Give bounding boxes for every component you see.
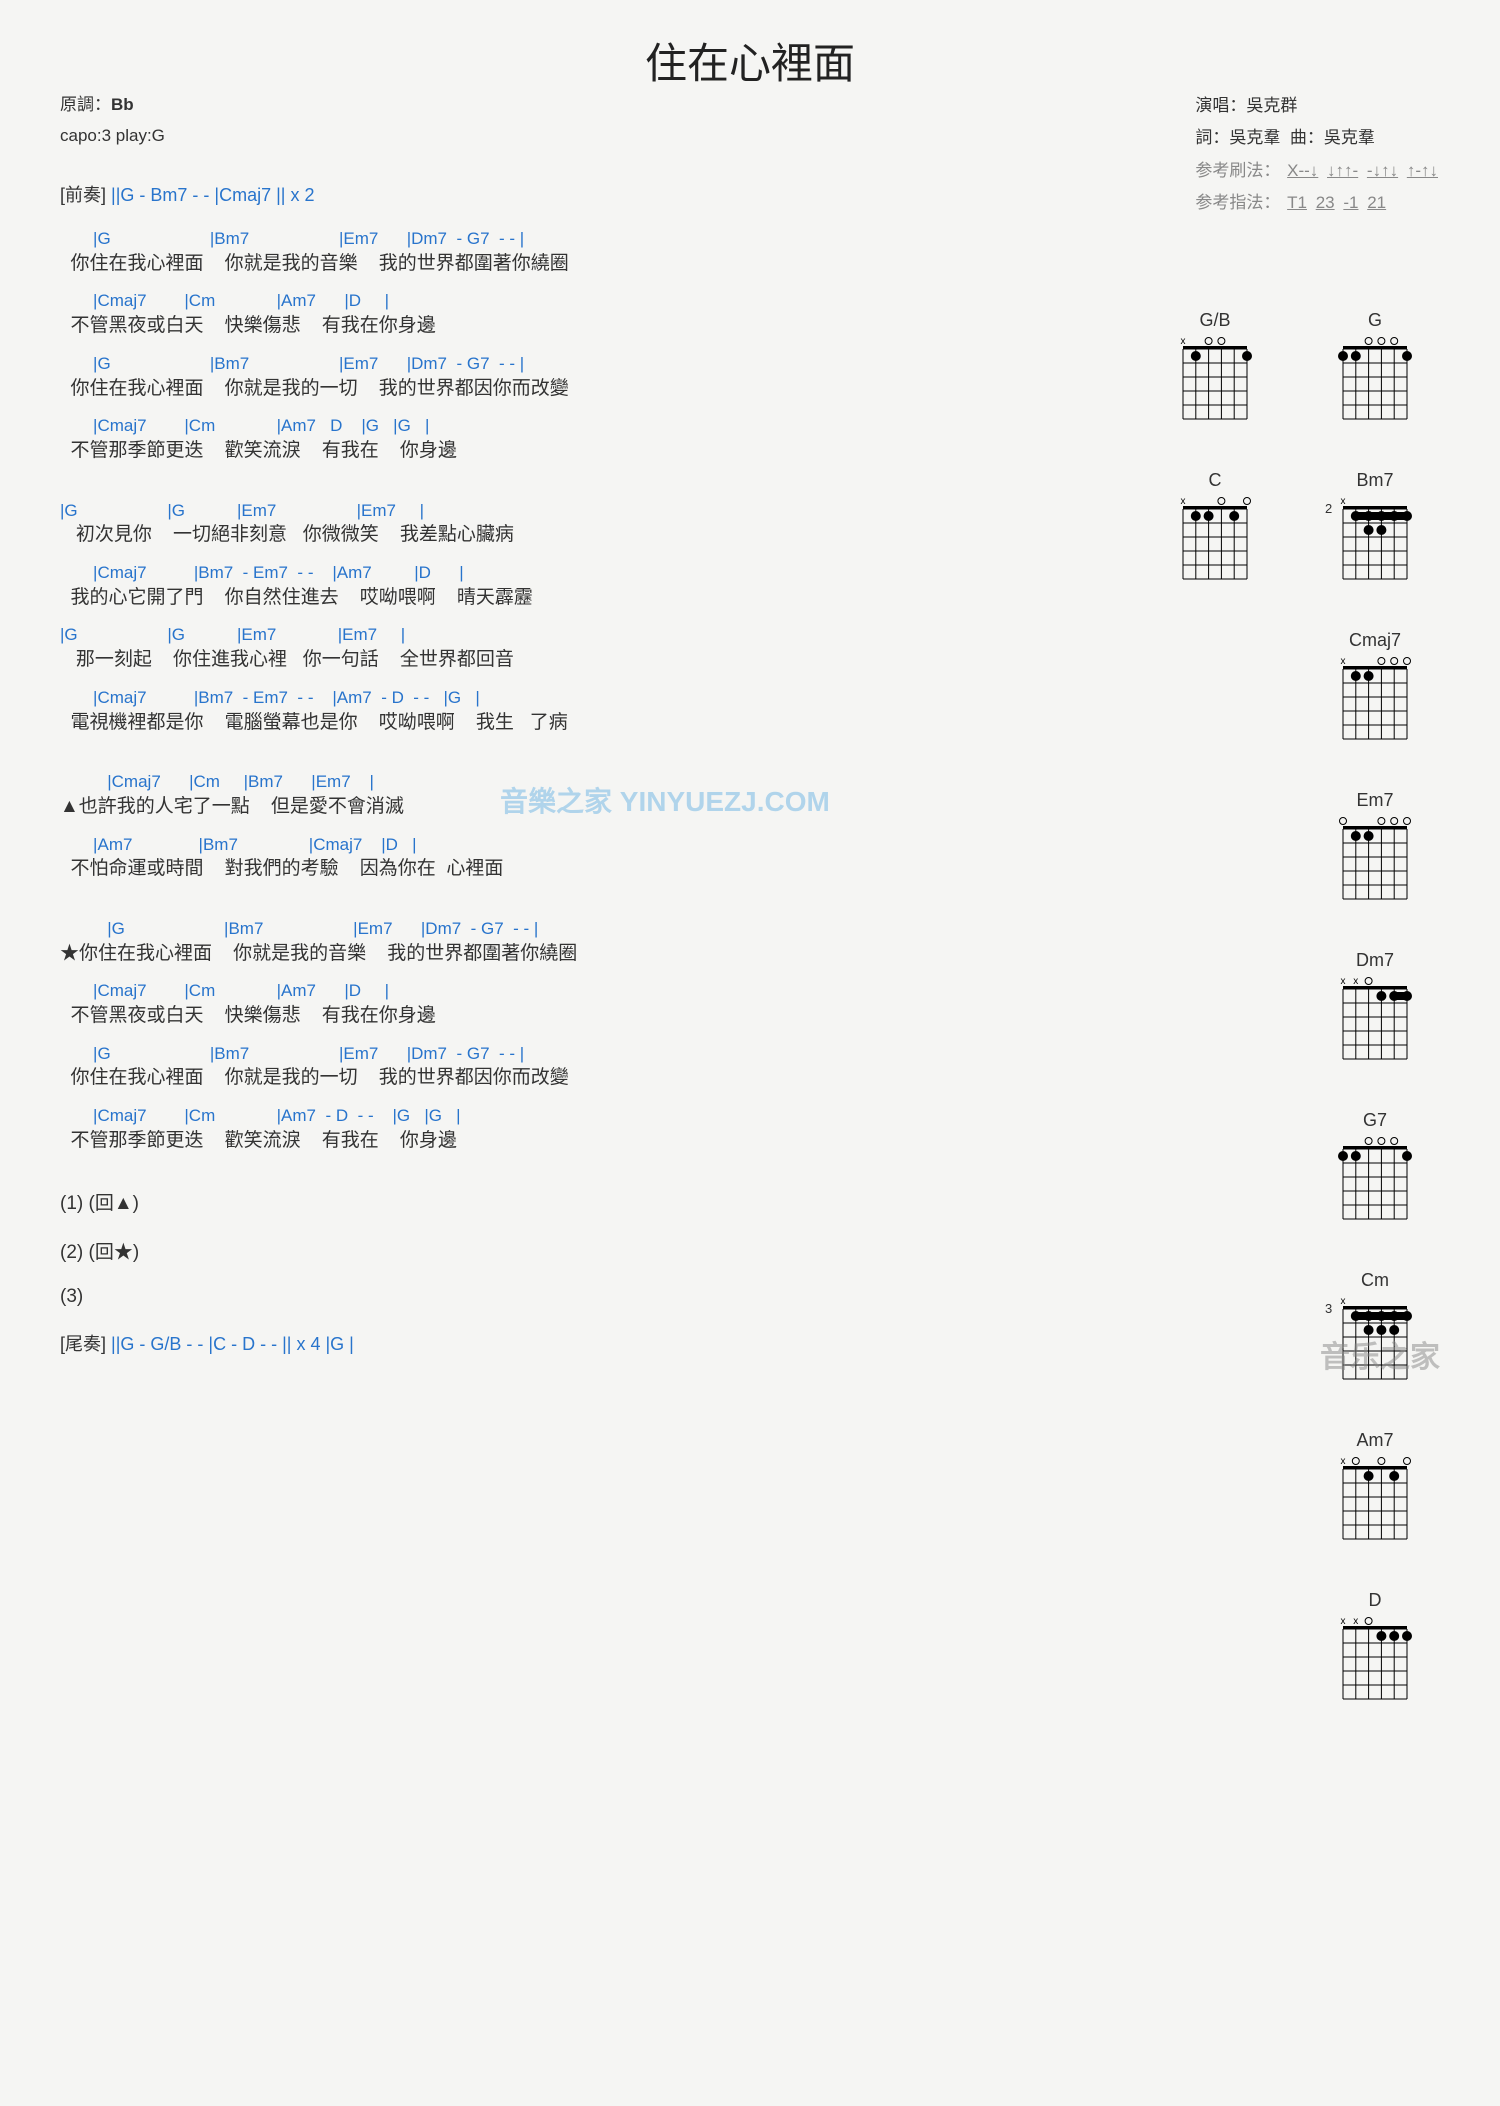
lyricist: 吳克羣: [1229, 128, 1280, 147]
v1-l2-lyrics: 不管黑夜或白天 快樂傷悲 有我在你身邊: [60, 313, 1100, 340]
meta-left: 原調：Bb capo:3 play:G: [60, 90, 165, 151]
music-label: 曲：: [1290, 128, 1324, 147]
svg-text:x: x: [1181, 496, 1186, 507]
svg-text:x: x: [1341, 656, 1346, 667]
orig-key-label: 原調：: [60, 95, 111, 114]
chord-diagram-dm7: Dm7xx: [1320, 950, 1430, 1070]
finger-4: 21: [1367, 193, 1386, 212]
ch-l1-lyrics: ★你住在我心裡面 你就是我的音樂 我的世界都圍著你繞圈: [60, 941, 1100, 968]
verse-2: |G |G |Em7 |Em7 | 初次見你 一切絕非刻意 你微微笑 我差點心臟…: [60, 499, 1100, 737]
strum-1: X--↓: [1287, 161, 1318, 180]
svg-text:x: x: [1341, 976, 1346, 987]
v2-l3-lyrics: 那一刻起 你住進我心裡 你一句話 全世界都回音: [60, 647, 1100, 674]
br-l2-chords: |Am7 |Bm7 |Cmaj7 |D |: [60, 833, 1100, 857]
svg-text:x: x: [1341, 1616, 1346, 1627]
singer: 吳克群: [1246, 96, 1297, 115]
orig-key: Bb: [111, 95, 134, 114]
capo-info: capo:3 play:G: [60, 121, 165, 152]
coda-2: (2) (回★): [60, 1237, 1100, 1264]
ch-l2-chords: |Cmaj7 |Cm |Am7 |D |: [60, 979, 1100, 1003]
chord-diagram-am7: Am7x: [1320, 1430, 1430, 1550]
chord-diagram-bm7: Bm72x: [1320, 470, 1430, 590]
svg-text:x: x: [1341, 1456, 1346, 1467]
coda-1: (1) (回▲): [60, 1188, 1100, 1215]
chorus: |G |Bm7 |Em7 |Dm7 - G7 - - | ★你住在我心裡面 你就…: [60, 917, 1100, 1155]
chord-diagram-d: Dxx: [1320, 1590, 1430, 1710]
chord-diagram-c: Cx: [1160, 470, 1270, 590]
v2-l2-lyrics: 我的心它開了門 你自然住進去 哎呦喂啊 晴天霹靂: [60, 585, 1100, 612]
v1-l3-chords: |G |Bm7 |Em7 |Dm7 - G7 - - |: [60, 352, 1100, 376]
finger-3: -1: [1343, 193, 1358, 212]
verse-1: |G |Bm7 |Em7 |Dm7 - G7 - - | 你住在我心裡面 你就是…: [60, 227, 1100, 465]
finger-1: T1: [1287, 193, 1307, 212]
lyrics-label: 詞：: [1195, 128, 1229, 147]
ch-l4-lyrics: 不管那季節更迭 歡笑流淚 有我在 你身邊: [60, 1128, 1100, 1155]
svg-text:x: x: [1341, 1296, 1346, 1307]
svg-text:x: x: [1353, 1616, 1358, 1627]
v2-l4-lyrics: 電視機裡都是你 電腦螢幕也是你 哎呦喂啊 我生 了病: [60, 710, 1100, 737]
svg-text:x: x: [1341, 496, 1346, 507]
song-title: 住在心裡面: [40, 30, 1460, 91]
v2-l3-chords: |G |G |Em7 |Em7 |: [60, 623, 1100, 647]
v1-l4-lyrics: 不管那季節更迭 歡笑流淚 有我在 你身邊: [60, 438, 1100, 465]
main-content: [前奏] ||G - Bm7 - - |Cmaj7 || x 2 |G |Bm7…: [40, 181, 1100, 1356]
intro-chords: ||G - Bm7 - - |Cmaj7 || x 2: [111, 185, 314, 205]
v1-l3-lyrics: 你住在我心裡面 你就是我的一切 我的世界都因你而改變: [60, 376, 1100, 403]
v1-l1-lyrics: 你住在我心裡面 你就是我的音樂 我的世界都圍著你繞圈: [60, 251, 1100, 278]
svg-text:x: x: [1353, 976, 1358, 987]
ch-l4-chords: |Cmaj7 |Cm |Am7 - D - - |G |G |: [60, 1104, 1100, 1128]
coda-3: (3): [60, 1286, 1100, 1308]
ch-l2-lyrics: 不管黑夜或白天 快樂傷悲 有我在你身邊: [60, 1003, 1100, 1030]
chord-diagram-em7: Em7: [1320, 790, 1430, 910]
ch-l3-lyrics: 你住在我心裡面 你就是我的一切 我的世界都因你而改變: [60, 1065, 1100, 1092]
br-l2-lyrics: 不怕命運或時間 對我們的考驗 因為你在 心裡面: [60, 856, 1100, 883]
strum-label: 参考刷法：: [1195, 161, 1280, 180]
ch-l1-chords: |G |Bm7 |Em7 |Dm7 - G7 - - |: [60, 917, 1100, 941]
meta-right: 演唱：吳克群 詞：吳克羣 曲：吳克羣 参考刷法： X--↓ ↓↑↑- -↓↑↓ …: [1195, 90, 1440, 219]
chord-diagrams: G/BxGCxBm72xCmaj7xEm7Dm7xxG7Cm3xAm7xDxx: [1130, 310, 1430, 1750]
outro-chords: ||G - G/B - - |C - D - - || x 4 |G |: [111, 1334, 354, 1354]
finger-2: 23: [1316, 193, 1335, 212]
outro-label: [尾奏]: [60, 1334, 106, 1354]
chord-diagram-g7: G7: [1320, 1110, 1430, 1230]
v1-l2-chords: |Cmaj7 |Cm |Am7 |D |: [60, 289, 1100, 313]
v2-l4-chords: |Cmaj7 |Bm7 - Em7 - - |Am7 - D - - |G |: [60, 686, 1100, 710]
watermark-center: 音樂之家 YINYUEZJ.COM: [500, 780, 830, 820]
strum-2: ↓↑↑-: [1327, 161, 1358, 180]
chord-diagram-g-b: G/Bx: [1160, 310, 1270, 430]
v1-l4-chords: |Cmaj7 |Cm |Am7 D |G |G |: [60, 414, 1100, 438]
v1-l1-chords: |G |Bm7 |Em7 |Dm7 - G7 - - |: [60, 227, 1100, 251]
strum-3: -↓↑↓: [1367, 161, 1398, 180]
composer: 吳克羣: [1324, 128, 1375, 147]
watermark-bottom-right: 音乐之家: [1320, 1332, 1440, 1376]
strum-4: ↑-↑↓: [1407, 161, 1438, 180]
svg-text:x: x: [1181, 336, 1186, 347]
v2-l1-lyrics: 初次見你 一切絕非刻意 你微微笑 我差點心臟病: [60, 522, 1100, 549]
finger-label: 参考指法：: [1195, 193, 1280, 212]
chord-diagram-cmaj7: Cmaj7x: [1320, 630, 1430, 750]
singer-label: 演唱：: [1195, 96, 1246, 115]
intro-label: [前奏]: [60, 185, 106, 205]
v2-l2-chords: |Cmaj7 |Bm7 - Em7 - - |Am7 |D |: [60, 561, 1100, 585]
v2-l1-chords: |G |G |Em7 |Em7 |: [60, 499, 1100, 523]
chord-diagram-g: G: [1320, 310, 1430, 430]
ch-l3-chords: |G |Bm7 |Em7 |Dm7 - G7 - - |: [60, 1042, 1100, 1066]
